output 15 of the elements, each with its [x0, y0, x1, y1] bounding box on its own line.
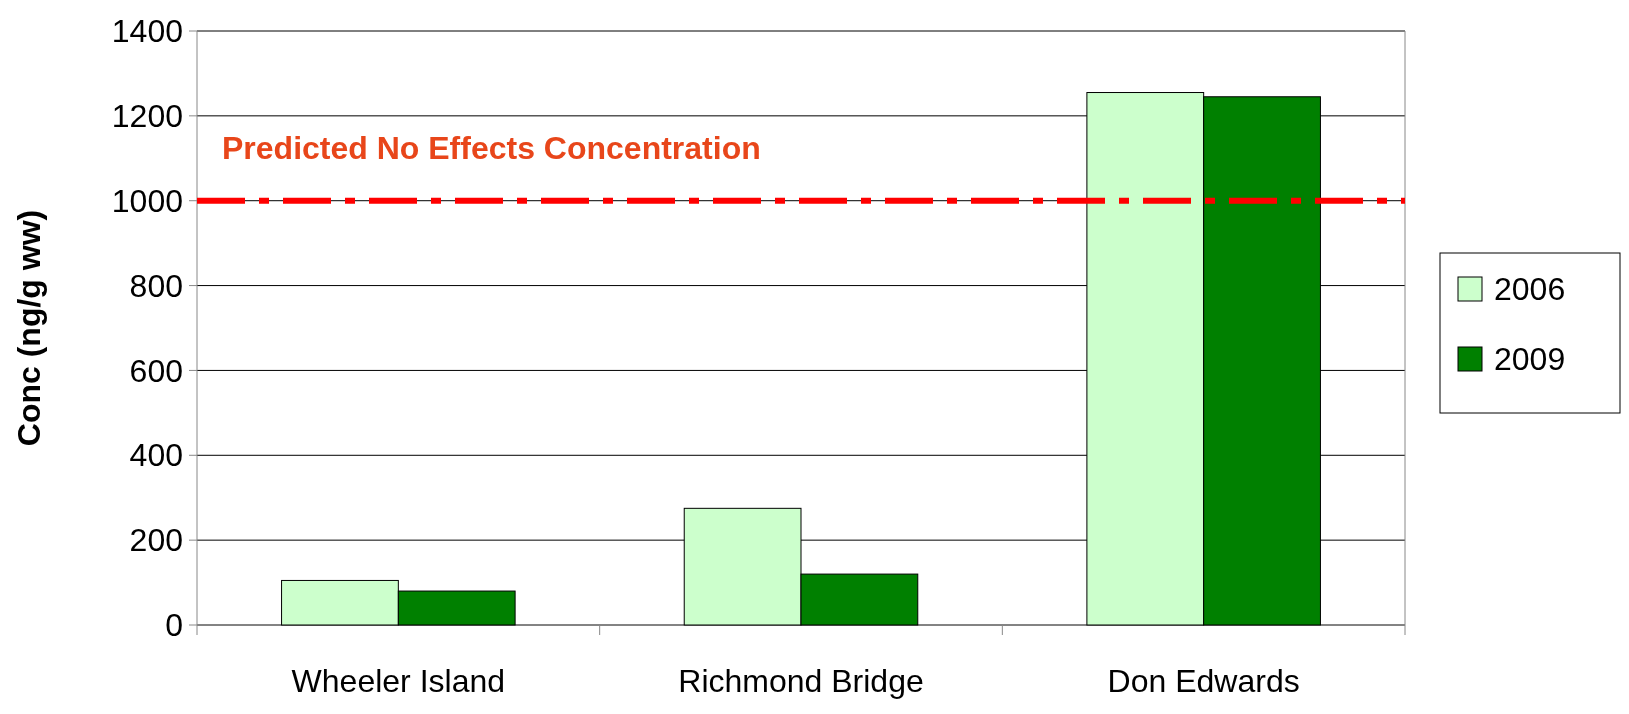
ref-line-label: Predicted No Effects Concentration: [222, 129, 761, 166]
y-tick-label: 1000: [111, 182, 183, 219]
x-tick-label: Wheeler Island: [291, 663, 506, 699]
y-tick-label: 0: [165, 607, 183, 644]
legend-label: 2006: [1494, 271, 1566, 308]
y-tick-label: 400: [129, 437, 183, 474]
x-tick-label: Don Edwards: [1107, 663, 1300, 699]
y-tick-label: 200: [129, 522, 183, 559]
x-tick-label: Richmond Bridge: [678, 663, 924, 699]
y-tick-label: 800: [129, 267, 183, 304]
y-tick-label: 1200: [111, 98, 183, 135]
y-tick-label: 1400: [111, 13, 183, 50]
y-axis-title: Conc (ng/g ww): [11, 209, 47, 447]
y-tick-label: 600: [129, 352, 183, 389]
legend-label: 2009: [1494, 341, 1566, 378]
